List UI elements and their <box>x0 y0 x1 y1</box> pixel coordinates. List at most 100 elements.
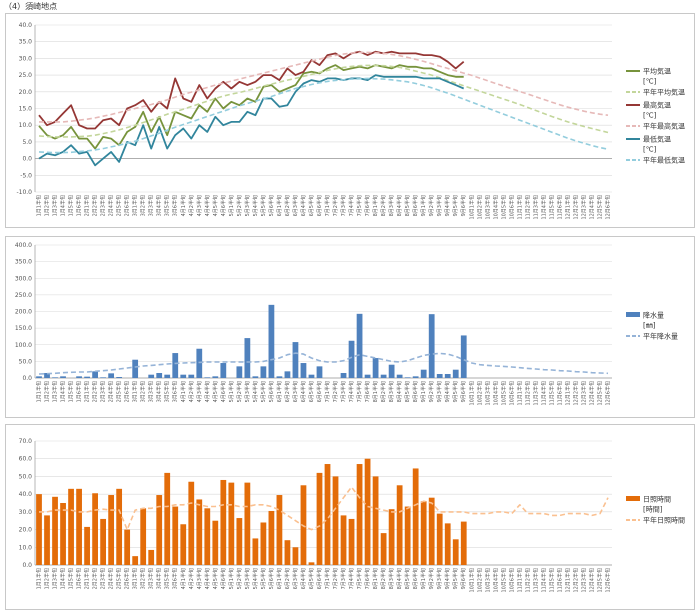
bar <box>132 556 139 565</box>
x-tick-label: 3月3半旬 <box>148 568 155 589</box>
x-tick-label: 9月4半旬 <box>444 381 451 402</box>
x-tick-label: 10月2半旬 <box>476 381 483 406</box>
page-title: （4）須崎地点 <box>4 2 58 11</box>
legend-unit: [℃] <box>643 78 657 86</box>
x-tick-label: 12月6半旬 <box>604 568 611 593</box>
x-tick-label: 1月4半旬 <box>60 381 67 402</box>
x-tick-label: 7月4半旬 <box>348 568 355 589</box>
legend-unit: [㎜] <box>643 322 656 330</box>
x-tick-label: 9月2半旬 <box>428 381 435 402</box>
bar <box>404 506 411 565</box>
bar <box>380 374 387 378</box>
x-tick-label: 12月3半旬 <box>580 195 587 220</box>
x-tick-label: 8月1半旬 <box>372 568 379 589</box>
bar <box>100 518 107 565</box>
x-tick-label: 7月6半旬 <box>364 195 371 216</box>
x-tick-label: 2月4半旬 <box>108 568 115 589</box>
bar <box>236 366 243 378</box>
x-tick-label: 1月3半旬 <box>52 381 59 402</box>
bar <box>388 364 395 378</box>
x-tick-label: 1月6半旬 <box>76 195 83 216</box>
bar <box>340 373 347 378</box>
bar <box>132 359 139 378</box>
x-tick-label: 11月5半旬 <box>548 568 555 593</box>
bar <box>148 374 155 378</box>
bar <box>252 538 259 565</box>
y-tick-label: -5.0 <box>20 172 32 179</box>
bar <box>212 376 219 378</box>
x-tick-label: 2月5半旬 <box>116 195 123 216</box>
x-tick-label: 6月5半旬 <box>308 195 315 216</box>
bar <box>428 497 435 565</box>
x-tick-label: 5月1半旬 <box>228 195 235 216</box>
bar <box>332 476 339 565</box>
x-tick-label: 3月6半旬 <box>172 195 179 216</box>
x-tick-label: 6月4半旬 <box>300 195 307 216</box>
bar <box>84 376 90 378</box>
x-tick-label: 3月6半旬 <box>172 568 179 589</box>
bar <box>244 338 251 378</box>
x-tick-label: 4月1半旬 <box>180 568 187 589</box>
x-tick-label: 4月1半旬 <box>180 381 187 402</box>
precipitation-chart: 0.0 50.0 100.0 150.0 200.0 250.0 300.0 350.0 400… <box>15 242 678 406</box>
x-tick-label: 8月6半旬 <box>412 195 419 216</box>
x-tick-label: 1月4半旬 <box>60 568 67 589</box>
x-tick-label: 8月6半旬 <box>412 568 419 589</box>
y-tick-label: 150.0 <box>15 325 32 332</box>
bar <box>76 488 82 565</box>
bar <box>284 371 291 378</box>
legend-label: 平均気温 <box>643 67 671 76</box>
x-tick-label: 5月1半旬 <box>228 381 235 402</box>
y-tick-label: 40.0 <box>19 491 33 498</box>
bar <box>36 494 42 565</box>
x-tick-label: 2月2半旬 <box>92 568 99 589</box>
x-tick-label: 8月4半旬 <box>396 568 403 589</box>
x-tick-label: 10月1半旬 <box>468 568 475 593</box>
x-tick-label: 4月5半旬 <box>212 381 219 402</box>
x-tick-label: 2月4半旬 <box>108 195 115 216</box>
x-tick-label: 11月6半旬 <box>556 195 563 220</box>
x-tick-label: 4月4半旬 <box>204 381 211 402</box>
x-tick-label: 9月2半旬 <box>428 568 435 589</box>
x-tick-label: 12月5半旬 <box>596 195 603 220</box>
x-tick-label: 8月1半旬 <box>372 195 379 216</box>
x-tick-label: 8月4半旬 <box>396 195 403 216</box>
bar <box>116 377 123 378</box>
bar <box>52 377 58 378</box>
bar <box>260 522 267 565</box>
x-tick-label: 12月2半旬 <box>572 381 579 406</box>
bar <box>308 374 315 378</box>
x-tick-label: 10月3半旬 <box>484 381 491 406</box>
x-tick-label: 3月1半旬 <box>132 568 139 589</box>
bar <box>116 488 123 565</box>
x-tick-label: 10月4半旬 <box>492 568 499 593</box>
x-tick-label: 2月2半旬 <box>92 381 99 402</box>
bar <box>148 549 155 565</box>
bar <box>76 376 82 378</box>
x-tick-label: 10月2半旬 <box>476 195 483 220</box>
x-tick-label: 4月6半旬 <box>220 381 227 402</box>
x-tick-label: 8月5半旬 <box>404 568 411 589</box>
x-tick-label: 3月6半旬 <box>172 381 179 402</box>
bar <box>204 508 211 565</box>
x-tick-label: 3月1半旬 <box>132 381 139 402</box>
bar <box>44 373 50 378</box>
bar <box>180 524 187 565</box>
x-tick-label: 6月6半旬 <box>316 568 323 589</box>
bar <box>276 495 283 565</box>
bar <box>436 374 443 378</box>
sunshine-chart-panel: 0.0 10.0 20.0 30.0 40.0 50.0 60.0 70.0 1月1半旬 1月2半… <box>5 424 695 610</box>
y-tick-label: 100.0 <box>15 342 32 349</box>
bar <box>68 488 74 565</box>
legend-label: 最低気温 <box>643 135 671 144</box>
bar <box>356 313 363 378</box>
bar <box>316 472 323 565</box>
x-tick-label: 9月1半旬 <box>420 381 427 402</box>
x-tick-label: 5月6半旬 <box>268 568 275 589</box>
x-tick-label: 12月1半旬 <box>564 195 571 220</box>
x-tick-label: 2月3半旬 <box>100 381 107 402</box>
x-tick-label: 11月3半旬 <box>532 381 539 406</box>
x-tick-label: 9月3半旬 <box>436 381 443 402</box>
legend-label: 平年平均気温 <box>643 88 685 97</box>
x-tick-label: 5月5半旬 <box>260 195 267 216</box>
